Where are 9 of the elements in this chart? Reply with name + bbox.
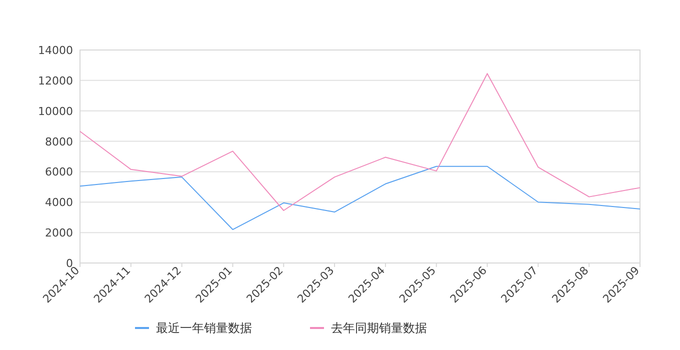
y-tick-label: 8000 <box>45 135 73 148</box>
y-tick-label: 2000 <box>45 226 73 240</box>
y-tick-label: 4000 <box>45 196 73 210</box>
y-tick-label: 6000 <box>45 166 73 179</box>
legend-label: 去年同期销量数据 <box>331 321 427 335</box>
y-tick-label: 14000 <box>38 44 73 57</box>
y-tick-label: 10000 <box>38 104 73 118</box>
legend-label: 最近一年销量数据 <box>156 321 252 335</box>
y-tick-label: 12000 <box>38 74 73 88</box>
